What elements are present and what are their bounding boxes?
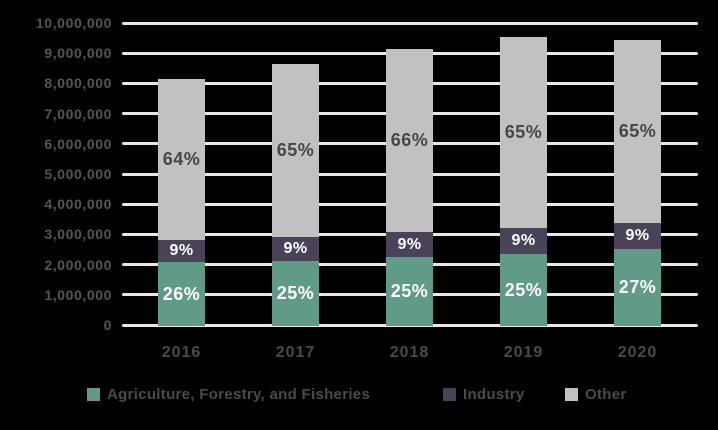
- y-axis-tick-label: 1,000,000: [44, 286, 112, 303]
- y-axis-tick-label: 2,000,000: [44, 256, 112, 273]
- y-axis-tick-label: 6,000,000: [44, 135, 112, 152]
- segment-label-agriculture-forestry-fisheries: 25%: [276, 283, 315, 304]
- legend-swatch-agriculture-forestry-fisheries: [87, 387, 100, 401]
- y-gridline: [122, 21, 698, 25]
- bar-2017-agriculture-forestry-fisheries: 25%: [272, 260, 319, 327]
- bar-2020-industry: 9%: [614, 223, 661, 250]
- legend-item-agriculture-forestry-fisheries: Agriculture, Forestry, and Fisheries: [87, 384, 370, 404]
- segment-label-other: 65%: [504, 121, 543, 142]
- x-axis-label-2020: 2020: [617, 344, 658, 361]
- segment-label-other: 65%: [276, 139, 315, 160]
- bar-2016-agriculture-forestry-fisheries: 26%: [158, 262, 205, 327]
- bar-2020-other: 65%: [614, 39, 661, 224]
- segment-label-agriculture-forestry-fisheries: 27%: [618, 277, 657, 298]
- bar-2018-agriculture-forestry-fisheries: 25%: [386, 257, 433, 327]
- legend-item-industry: Industry: [443, 384, 525, 404]
- bar-2020-agriculture-forestry-fisheries: 27%: [614, 249, 661, 327]
- y-axis-tick-label: 9,000,000: [44, 45, 112, 62]
- segment-label-industry: 9%: [511, 231, 536, 249]
- segment-label-other: 65%: [618, 120, 657, 141]
- bar-2018-other: 66%: [386, 48, 433, 233]
- bar-2016-industry: 9%: [158, 239, 205, 263]
- x-axis-label-2016: 2016: [161, 344, 202, 361]
- legend-label-other: Other: [585, 385, 627, 403]
- segment-label-industry: 9%: [283, 239, 308, 257]
- y-axis-tick-label: 10,000,000: [35, 15, 112, 31]
- x-axis-label-2017: 2017: [275, 344, 316, 361]
- bar-2017-industry: 9%: [272, 237, 319, 261]
- segment-label-agriculture-forestry-fisheries: 25%: [504, 279, 543, 300]
- segment-label-industry: 9%: [169, 241, 194, 259]
- segment-label-agriculture-forestry-fisheries: 26%: [162, 283, 201, 304]
- legend-swatch-industry: [443, 387, 456, 401]
- bar-2019-other: 65%: [500, 36, 547, 228]
- legend-item-other: Other: [565, 384, 627, 404]
- y-axis-tick-label: 7,000,000: [44, 105, 112, 122]
- y-axis-tick-label: 4,000,000: [44, 196, 112, 213]
- bar-2016-other: 64%: [158, 78, 205, 240]
- segment-label-industry: 9%: [397, 235, 422, 253]
- bar-2017-other: 65%: [272, 63, 319, 238]
- legend-label-agriculture-forestry-fisheries: Agriculture, Forestry, and Fisheries: [107, 385, 371, 403]
- segment-label-other: 66%: [390, 129, 429, 150]
- legend-label-industry: Industry: [463, 385, 525, 403]
- y-axis-tick-label: 0: [103, 317, 112, 333]
- y-axis-tick-label: 3,000,000: [44, 226, 112, 243]
- segment-label-industry: 9%: [625, 227, 650, 245]
- y-axis-tick-label: 8,000,000: [44, 75, 112, 92]
- x-axis-label-2018: 2018: [389, 344, 430, 361]
- segment-label-agriculture-forestry-fisheries: 25%: [390, 281, 429, 302]
- segment-label-other: 64%: [162, 148, 201, 169]
- x-axis-label-2019: 2019: [503, 344, 544, 361]
- bar-2019-industry: 9%: [500, 227, 547, 254]
- bar-2018-industry: 9%: [386, 232, 433, 258]
- y-axis-tick-label: 5,000,000: [44, 166, 112, 182]
- bar-2019-agriculture-forestry-fisheries: 25%: [500, 254, 547, 327]
- legend-swatch-other: [565, 387, 578, 401]
